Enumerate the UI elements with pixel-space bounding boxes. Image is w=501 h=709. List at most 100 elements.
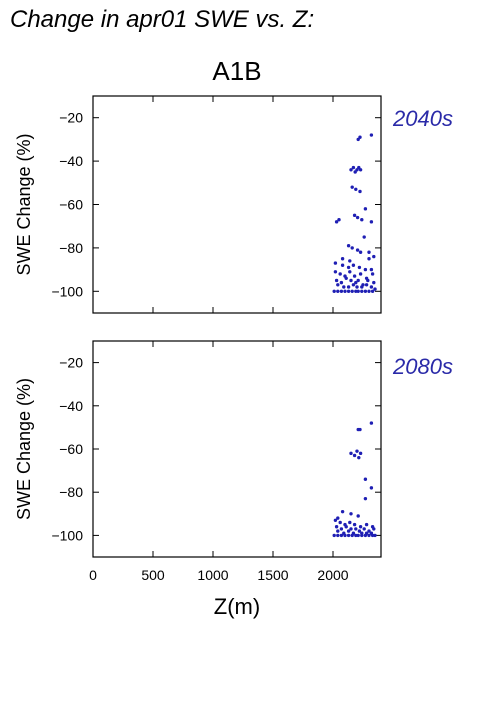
data-point xyxy=(363,207,368,211)
data-point xyxy=(360,217,364,222)
data-point xyxy=(364,522,369,527)
data-point xyxy=(352,274,357,278)
data-point xyxy=(334,220,339,224)
data-point xyxy=(333,270,338,274)
data-point xyxy=(339,280,344,285)
data-point xyxy=(346,289,351,293)
data-point xyxy=(351,165,356,170)
y-tick-label: −60 xyxy=(59,441,83,457)
data-point xyxy=(350,185,354,189)
data-point xyxy=(355,449,359,453)
data-point xyxy=(367,250,371,254)
y-tick-label: −60 xyxy=(59,197,83,213)
data-point xyxy=(346,265,351,270)
data-point xyxy=(372,254,376,259)
data-point xyxy=(372,280,376,285)
y-axis-label: SWE Change (%) xyxy=(14,133,34,275)
data-point xyxy=(369,133,374,137)
period-label: 2040s xyxy=(392,106,453,131)
data-point xyxy=(358,189,362,194)
data-point xyxy=(332,533,336,538)
data-point xyxy=(349,527,353,531)
data-point xyxy=(350,246,354,250)
data-point xyxy=(357,529,362,533)
data-point xyxy=(350,289,354,293)
data-point xyxy=(360,289,364,293)
y-tick-label: −40 xyxy=(59,153,83,169)
y-tick-label: −40 xyxy=(59,398,83,414)
data-point xyxy=(354,533,358,538)
data-point xyxy=(349,278,353,283)
data-point xyxy=(332,289,336,293)
figure-title: Change in apr01 SWE vs. Z: xyxy=(10,6,314,33)
data-point xyxy=(372,527,376,531)
data-point xyxy=(348,270,352,274)
data-point xyxy=(344,525,348,529)
data-point xyxy=(355,248,360,252)
data-point xyxy=(373,533,377,538)
data-point xyxy=(356,533,360,538)
data-point xyxy=(367,533,371,538)
data-point xyxy=(351,263,356,267)
data-point xyxy=(369,421,374,425)
data-point xyxy=(367,289,371,293)
data-point xyxy=(333,261,338,265)
data-point xyxy=(352,213,357,218)
data-point xyxy=(340,263,345,267)
data-point xyxy=(358,427,362,432)
y-tick-label: −80 xyxy=(59,484,83,500)
data-point xyxy=(358,525,363,529)
data-point xyxy=(356,278,360,283)
data-point xyxy=(362,527,366,531)
x-tick-label: 1000 xyxy=(197,567,228,583)
data-point xyxy=(333,518,338,522)
data-point xyxy=(369,267,374,272)
data-point xyxy=(339,527,344,531)
data-point xyxy=(340,509,345,514)
data-point xyxy=(364,283,369,287)
data-point xyxy=(370,272,375,276)
data-point xyxy=(366,278,370,283)
data-point xyxy=(363,477,368,481)
data-point xyxy=(355,215,360,220)
data-point xyxy=(358,168,363,172)
y-tick-label: −20 xyxy=(59,110,83,126)
data-point xyxy=(343,289,347,293)
data-point xyxy=(360,285,364,289)
y-tick-label: −100 xyxy=(51,527,83,543)
data-point xyxy=(352,453,357,458)
data-point xyxy=(370,533,375,538)
data-point xyxy=(369,285,374,289)
data-point xyxy=(355,285,359,289)
data-point xyxy=(367,529,371,533)
data-point xyxy=(354,289,358,293)
data-point xyxy=(358,451,363,456)
data-point xyxy=(373,287,377,291)
data-point xyxy=(343,533,347,538)
data-point xyxy=(349,451,353,456)
data-point xyxy=(363,533,368,538)
data-point xyxy=(338,520,342,525)
data-point xyxy=(363,496,368,501)
data-point xyxy=(369,486,374,490)
x-axis-label: Z(m) xyxy=(214,594,260,619)
data-point xyxy=(349,168,353,172)
y-tick-label: −100 xyxy=(51,283,83,299)
data-point xyxy=(339,289,344,293)
data-point xyxy=(334,278,339,283)
data-point xyxy=(363,289,368,293)
y-tick-label: −80 xyxy=(59,240,83,256)
data-point xyxy=(348,259,352,263)
data-point xyxy=(346,285,351,289)
data-point xyxy=(360,533,364,538)
data-point xyxy=(346,529,351,533)
data-point xyxy=(339,533,344,538)
data-point xyxy=(348,520,352,525)
y-axis-label: SWE Change (%) xyxy=(14,378,34,520)
x-tick-label: 0 xyxy=(89,567,97,583)
plot-frame xyxy=(92,340,382,558)
data-point xyxy=(354,280,358,285)
y-tick-label: −20 xyxy=(59,355,83,371)
panel-2080s: −20 −40 −60 −80 −100 0 500 1000 1500 2000 SWE Chan… xyxy=(14,340,453,583)
data-point xyxy=(344,276,348,280)
